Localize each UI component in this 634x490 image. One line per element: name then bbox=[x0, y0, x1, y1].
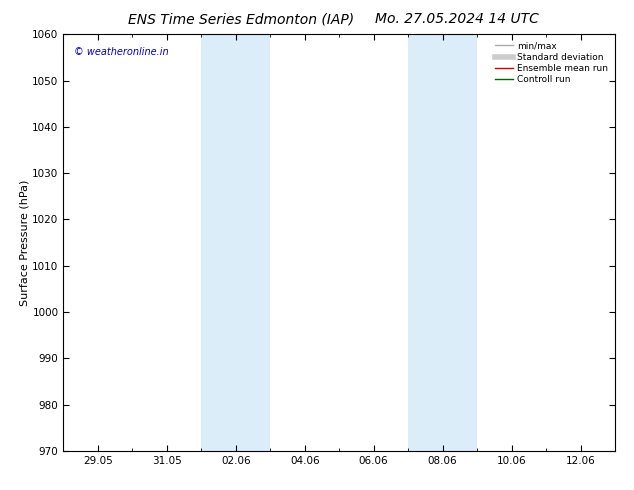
Legend: min/max, Standard deviation, Ensemble mean run, Controll run: min/max, Standard deviation, Ensemble me… bbox=[493, 39, 611, 87]
Text: ENS Time Series Edmonton (IAP): ENS Time Series Edmonton (IAP) bbox=[128, 12, 354, 26]
Y-axis label: Surface Pressure (hPa): Surface Pressure (hPa) bbox=[20, 179, 30, 306]
Text: © weatheronline.in: © weatheronline.in bbox=[74, 47, 169, 57]
Bar bbox=[202, 34, 270, 451]
Bar bbox=[408, 34, 477, 451]
Text: Mo. 27.05.2024 14 UTC: Mo. 27.05.2024 14 UTC bbox=[375, 12, 538, 26]
